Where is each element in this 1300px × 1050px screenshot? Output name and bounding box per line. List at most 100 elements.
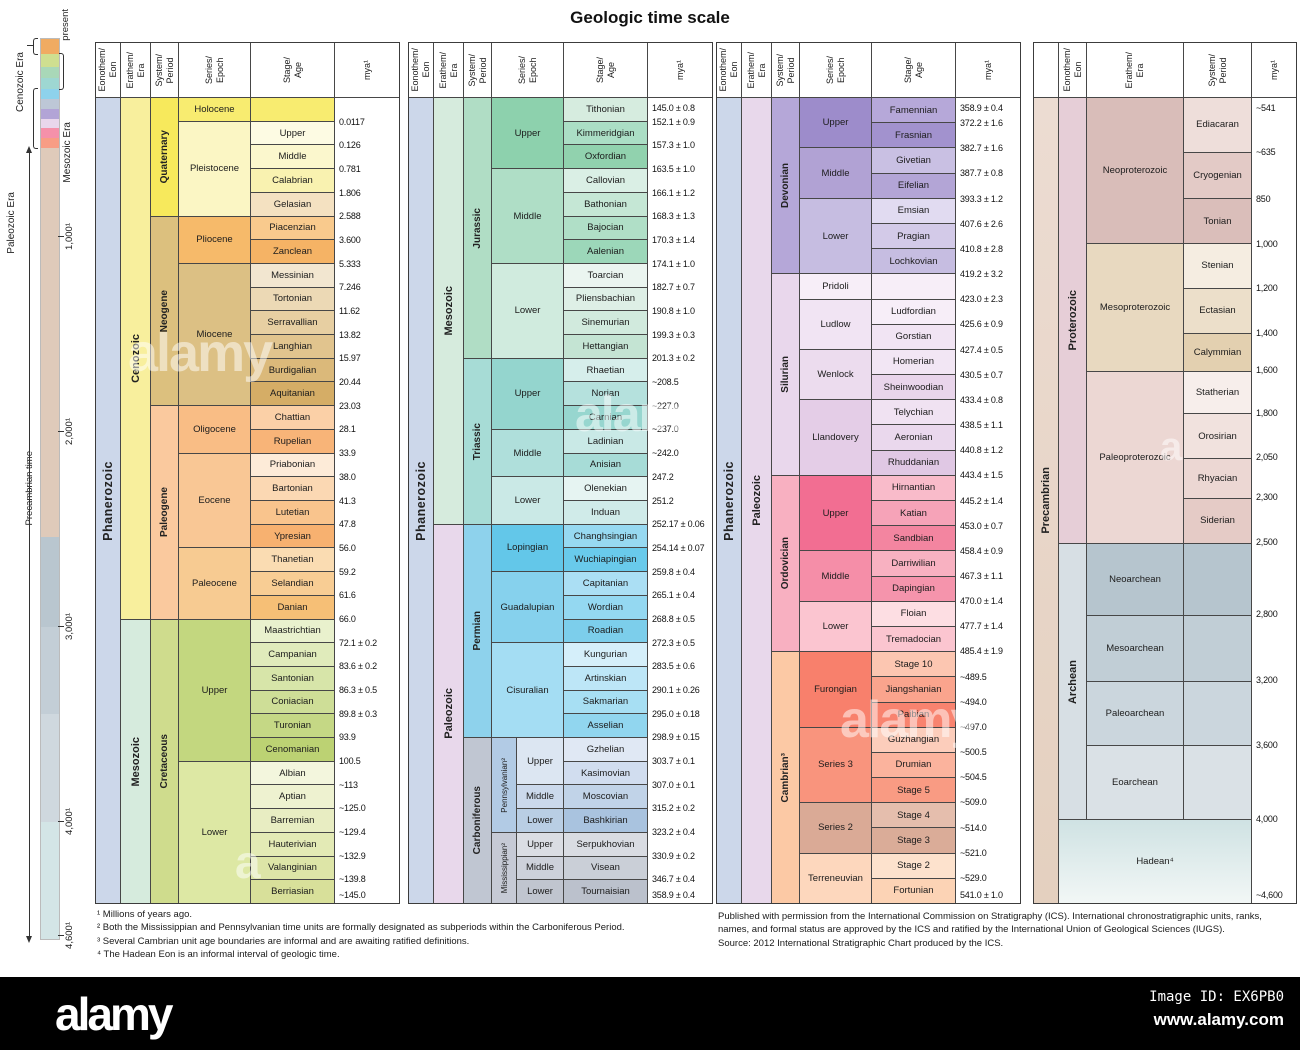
- stage-cell: Changhsingian: [564, 524, 647, 548]
- stage-cell: Hirnantian: [872, 475, 955, 500]
- mya-value: 100.5: [339, 755, 361, 766]
- stage-cell: Floian: [872, 601, 955, 626]
- system-cell: [1184, 615, 1251, 682]
- mya-value: 166.1 ± 1.2: [652, 187, 695, 198]
- timeline-tick-label: 3,000¹: [63, 612, 75, 640]
- eon-cell: Phanerozoic: [409, 98, 433, 903]
- mesozoic-bracket: [59, 53, 64, 90]
- mya-value: 1,200: [1256, 283, 1278, 294]
- mya-column: 358.9 ± 0.4 372.2 ± 1.6 382.7 ± 1.6 387.7 ±…: [956, 98, 1020, 903]
- timeline-segment: [41, 67, 59, 78]
- mya-value: ~500.5: [960, 747, 987, 758]
- mya-value: 254.14 ± 0.07: [652, 542, 705, 553]
- mya-value: 247.2: [652, 471, 674, 482]
- system-cell: Silurian: [772, 274, 799, 475]
- stage-cell: Valanginian: [251, 856, 334, 880]
- stage-cell: Aeronian: [872, 425, 955, 450]
- system-cell: Ectasian: [1184, 288, 1251, 333]
- stage-cell: Middle: [251, 145, 334, 169]
- stage-cell: Jiangshanian: [872, 677, 955, 702]
- mya-value: 2,500: [1256, 536, 1278, 547]
- mya-value: 145.0 ± 0.8: [652, 103, 695, 113]
- era-cell: Mesozoic: [121, 619, 150, 903]
- stage-cell: Selandian: [251, 572, 334, 595]
- system-cell: Devonian: [772, 98, 799, 274]
- stage-cell: Berriasian: [251, 880, 334, 903]
- mya-value: ~489.5: [960, 671, 987, 682]
- stage-cell: Piacenzian: [251, 216, 334, 240]
- timeline-tick: [58, 625, 64, 627]
- header-cell: Eonothem/ Eon: [1059, 43, 1086, 97]
- mya-value: 170.3 ± 1.4: [652, 235, 695, 246]
- stage-cell: Campanian: [251, 643, 334, 666]
- system-cell: Statherian: [1184, 371, 1251, 414]
- header-cell: Eonothem/ Eon: [96, 43, 120, 97]
- series-cell: Middle: [517, 785, 563, 809]
- stage-cell: Drumian: [872, 752, 955, 778]
- system-cell: Permian: [464, 524, 491, 738]
- eon-cell: Phanerozoic: [717, 98, 741, 903]
- stage-cell: Artinskian: [564, 666, 647, 690]
- timeline-segment: [41, 822, 59, 939]
- mya-value: 283.5 ± 0.6: [652, 661, 695, 672]
- timeline-segment: [41, 54, 59, 67]
- timeline-cenozoic-label: Cenozoic Era: [14, 51, 26, 113]
- era-cell: Mesoarchean: [1087, 615, 1183, 682]
- system-cell: Cambrian³: [772, 652, 799, 903]
- stage-cell: Pragian: [872, 223, 955, 249]
- stage-cell: Sakmarian: [564, 690, 647, 714]
- stage-cell: Rupelian: [251, 429, 334, 453]
- header-cell: Stage/ Age: [564, 43, 647, 97]
- series-cell: Lower: [492, 477, 563, 524]
- header-cell: Series/ Epoch: [800, 43, 871, 97]
- stage-cell: Homerian: [872, 349, 955, 375]
- stage-cell: Fortunian: [872, 878, 955, 903]
- mya-value: 346.7 ± 0.4: [652, 874, 695, 885]
- eon-cell: Archean: [1059, 543, 1086, 820]
- mya-value: 152.1 ± 0.9: [652, 116, 695, 127]
- series-cell: Guadalupian: [492, 572, 563, 643]
- timeline-tick: [58, 235, 64, 237]
- attribution-line: names, and formal status are approved by…: [718, 924, 1225, 936]
- stage-cell: Sheinwoodian: [872, 375, 955, 400]
- system-cell: Siderian: [1184, 499, 1251, 543]
- header-cell: mya¹: [335, 43, 399, 97]
- footnote-line: ⁴ The Hadean Eon is an informal interval…: [97, 948, 340, 960]
- mya-value: 268.8 ± 0.5: [652, 613, 695, 624]
- mya-value: 47.8: [339, 519, 356, 530]
- mya-value: 382.7 ± 1.6: [960, 143, 1003, 154]
- stage-cell: Carnian: [564, 406, 647, 429]
- mya-value: 3.600: [339, 235, 361, 246]
- series-cell: Upper: [517, 738, 563, 785]
- mya-value: 303.7 ± 0.1: [652, 755, 695, 766]
- mya-value: 174.1 ± 1.0: [652, 258, 695, 269]
- stage-cell: Langhian: [251, 335, 334, 358]
- timeline-segment: [41, 99, 59, 109]
- series-cell: Pliocene: [179, 216, 250, 263]
- series-cell: Upper: [800, 98, 871, 148]
- mya-value: 182.7 ± 0.7: [652, 282, 695, 293]
- series-cell: Lower: [517, 809, 563, 832]
- mya-value: ~139.8: [339, 874, 366, 885]
- mya-value: 453.0 ± 0.7: [960, 520, 1003, 531]
- mya-value: 541.0 ± 1.0: [960, 890, 1003, 900]
- mya-column: 0.0117 0.126 0.781 1.806 2.588 3.600 5.333 7.24…: [335, 98, 399, 903]
- system-cell: Calymmian: [1184, 333, 1251, 371]
- stage-cell: Guzhangian: [872, 727, 955, 752]
- stage-cell: Maastrichtian: [251, 619, 334, 643]
- header-cell: mya¹: [1252, 43, 1296, 97]
- series-cell: Lower: [492, 263, 563, 358]
- timeline-tick-label: 2,000¹: [63, 417, 75, 445]
- mya-value: 330.9 ± 0.2: [652, 850, 695, 861]
- mya-column: 145.0 ± 0.8 152.1 ± 0.9 157.3 ± 1.0 163.5 ±…: [648, 98, 712, 903]
- stage-cell: Asselian: [564, 714, 647, 738]
- mya-value: 157.3 ± 1.0: [652, 140, 695, 151]
- stage-cell: Calabrian: [251, 169, 334, 192]
- stage-cell: Roadian: [564, 619, 647, 643]
- era-cell: Paleozoic: [434, 524, 463, 903]
- era-cell: Neoproterozoic: [1087, 98, 1183, 244]
- series-cell: Upper: [492, 358, 563, 429]
- timeline-strip: [40, 38, 60, 940]
- series-cell: Oligocene: [179, 406, 250, 453]
- mya-value: 407.6 ± 2.6: [960, 218, 1003, 229]
